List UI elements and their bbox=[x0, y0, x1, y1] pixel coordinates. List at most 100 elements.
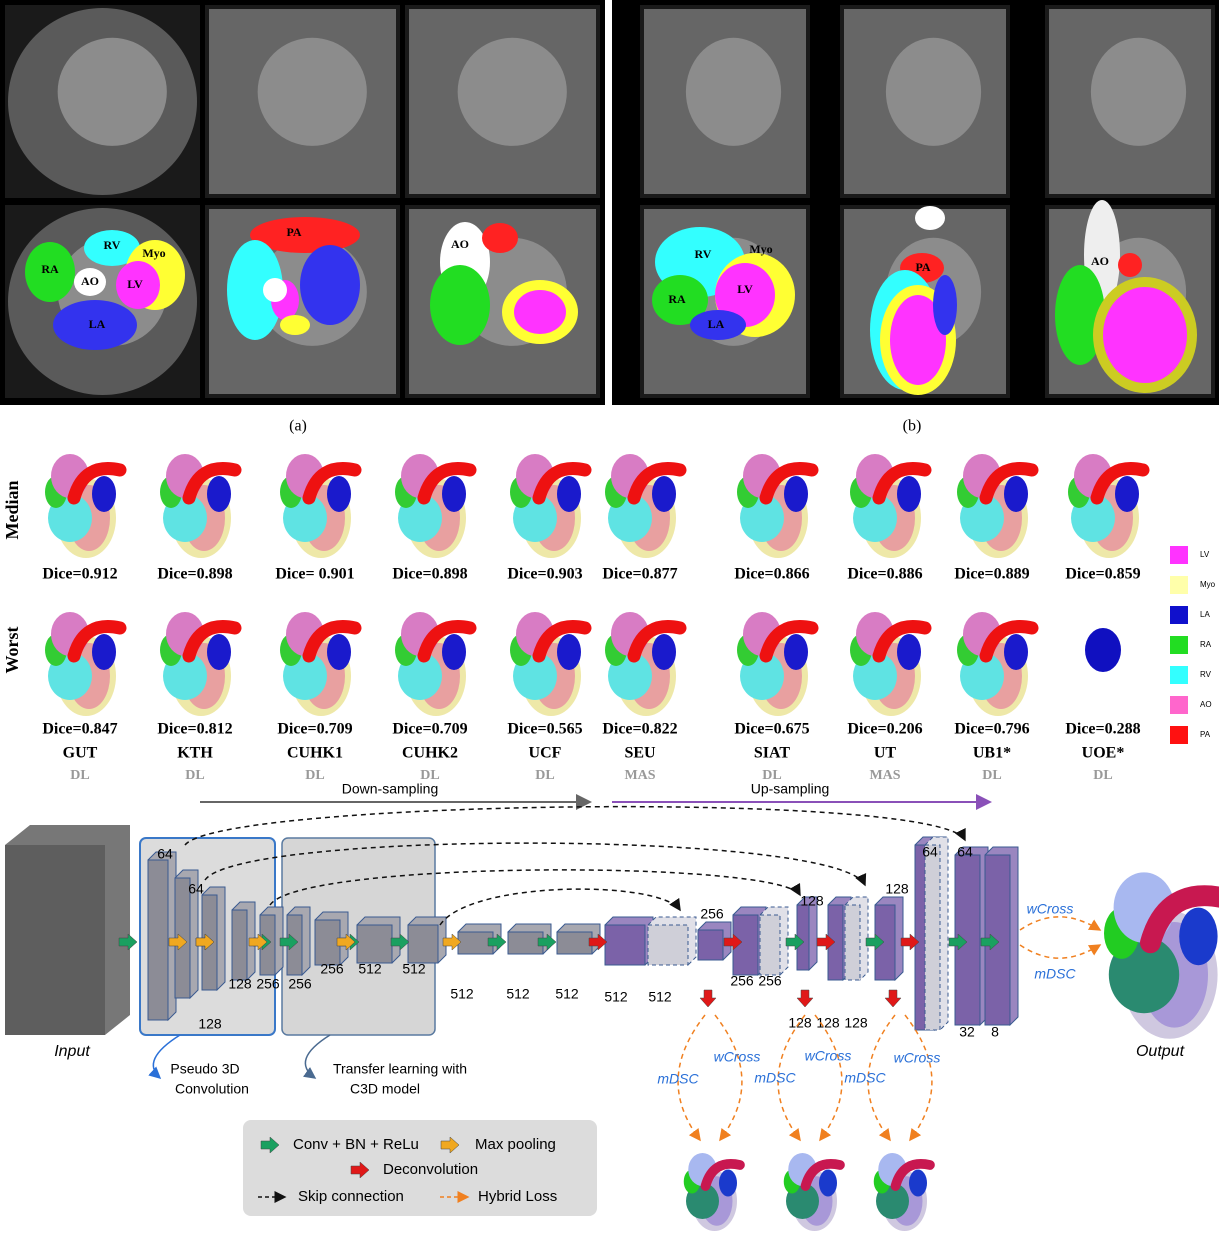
segment bbox=[74, 268, 106, 296]
dice-score: Dice=0.912 bbox=[42, 566, 117, 583]
channel-count: 8 bbox=[991, 1024, 999, 1040]
channel-count: 32 bbox=[959, 1024, 975, 1040]
channel-count: 512 bbox=[604, 989, 628, 1005]
heart-part bbox=[557, 476, 581, 512]
heart-part bbox=[897, 634, 921, 670]
heart-vessel bbox=[890, 1159, 935, 1191]
legend-label: Skip connection bbox=[298, 1188, 404, 1205]
dice-score: Dice= 0.901 bbox=[275, 566, 354, 583]
flow-arrow bbox=[884, 989, 902, 1008]
segment bbox=[890, 295, 946, 385]
annotation-arrow bbox=[302, 1034, 331, 1079]
loss-label: mDSC bbox=[657, 1071, 699, 1087]
scan-organ bbox=[57, 37, 167, 146]
scan-organ bbox=[257, 37, 367, 146]
team-name: UB1* bbox=[973, 745, 1011, 762]
segment bbox=[227, 240, 283, 340]
team-name: GUT bbox=[63, 745, 98, 762]
channel-count: 512 bbox=[450, 986, 474, 1002]
scan-organ bbox=[885, 37, 982, 146]
structure-label: RA bbox=[41, 262, 59, 276]
heart-vessel bbox=[302, 462, 362, 505]
block bbox=[604, 924, 646, 966]
flow-arrow bbox=[390, 933, 410, 951]
legend-label: RA bbox=[1200, 640, 1212, 649]
block bbox=[844, 904, 861, 981]
output-label: Output bbox=[1136, 1043, 1185, 1060]
segment bbox=[1118, 253, 1142, 277]
team-name: SIAT bbox=[754, 745, 790, 762]
structure-label: RA bbox=[668, 292, 686, 306]
structure-label: RV bbox=[104, 238, 121, 252]
dice-score: Dice=0.859 bbox=[1065, 566, 1140, 583]
segment bbox=[915, 206, 945, 230]
heart-vessel bbox=[67, 462, 127, 505]
dice-score: Dice=0.898 bbox=[157, 566, 232, 583]
segment bbox=[1103, 287, 1187, 383]
channel-count: 512 bbox=[402, 961, 426, 977]
skip-connection bbox=[184, 805, 966, 846]
channel-count: 128 bbox=[228, 976, 252, 992]
channel-count: 64 bbox=[922, 844, 938, 860]
row-label: Worst bbox=[2, 626, 22, 673]
heart-part bbox=[92, 476, 116, 512]
dice-score: Dice=0.822 bbox=[602, 721, 677, 738]
loss-label: mDSC bbox=[1034, 966, 1076, 982]
dice-score: Dice=0.903 bbox=[507, 566, 582, 583]
heart-vessel bbox=[759, 462, 819, 505]
heart-part bbox=[784, 476, 808, 512]
channel-count: 512 bbox=[555, 986, 579, 1002]
channel-count: 128 bbox=[885, 881, 909, 897]
loss-label: wCross bbox=[714, 1049, 761, 1065]
block bbox=[759, 914, 781, 976]
scan-organ bbox=[457, 37, 567, 146]
structure-label: AO bbox=[451, 237, 469, 251]
flow-arrow bbox=[785, 933, 805, 951]
dice-score: Dice=0.866 bbox=[734, 566, 809, 583]
segment bbox=[300, 245, 360, 325]
hybrid-loss bbox=[677, 1014, 706, 1142]
block bbox=[556, 931, 593, 955]
flow-arrow bbox=[195, 933, 215, 951]
dice-score: Dice=0.796 bbox=[954, 721, 1029, 738]
segment bbox=[250, 217, 360, 253]
heart-part bbox=[1004, 476, 1028, 512]
legend-swatch bbox=[1170, 606, 1188, 624]
legend-box bbox=[243, 1120, 597, 1216]
hybrid-loss bbox=[867, 1014, 896, 1142]
heart-vessel bbox=[759, 620, 819, 663]
segment bbox=[84, 230, 140, 266]
hybrid-loss bbox=[714, 1014, 743, 1142]
heart-part bbox=[1115, 476, 1139, 512]
structure-label: LA bbox=[89, 317, 106, 331]
heart-vessel bbox=[417, 620, 477, 663]
heart-part bbox=[819, 1169, 837, 1197]
flow-arrow bbox=[796, 989, 814, 1008]
legend-swatch bbox=[1170, 576, 1188, 594]
flow-arrow bbox=[699, 989, 717, 1008]
method: DL bbox=[185, 768, 204, 783]
legend-label: Myo bbox=[1200, 580, 1216, 589]
legend-label: RV bbox=[1200, 670, 1212, 679]
flow-arrow bbox=[442, 933, 462, 951]
structure-label: Myo bbox=[142, 246, 165, 260]
legend-swatch bbox=[1170, 666, 1188, 684]
heart-vessel bbox=[700, 1159, 745, 1191]
flow-arrow bbox=[168, 933, 188, 951]
loss-label: mDSC bbox=[754, 1070, 796, 1086]
dice-score: Dice=0.847 bbox=[42, 721, 117, 738]
dice-score: Dice=0.812 bbox=[157, 721, 232, 738]
flow-arrow bbox=[980, 933, 1000, 951]
flow-arrow bbox=[900, 933, 920, 951]
structure-label: AO bbox=[1091, 254, 1109, 268]
structure-label: LV bbox=[127, 277, 143, 291]
flow-arrow bbox=[723, 933, 743, 951]
heart-vessel bbox=[417, 462, 477, 505]
structure-label: PA bbox=[915, 260, 930, 274]
flow-arrow bbox=[350, 1161, 370, 1179]
block bbox=[147, 859, 169, 1021]
structure-label: PA bbox=[286, 225, 301, 239]
annotation: C3D model bbox=[350, 1081, 420, 1097]
method: DL bbox=[982, 768, 1001, 783]
channel-count: 512 bbox=[648, 989, 672, 1005]
